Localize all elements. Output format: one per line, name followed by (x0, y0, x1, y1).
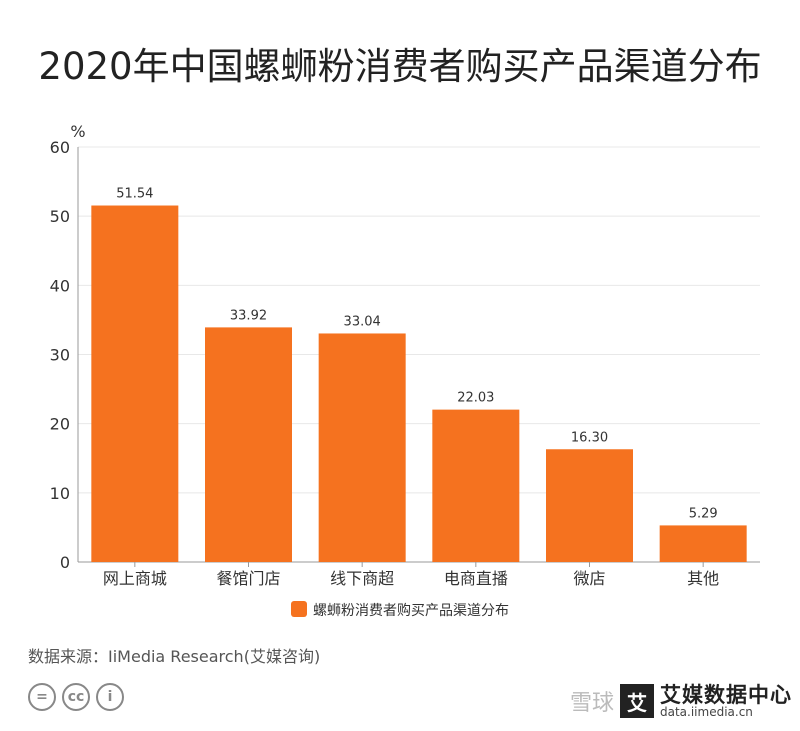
y-tick-label: 60 (50, 138, 70, 157)
y-tick-label: 0 (60, 553, 70, 572)
data-source: 数据来源：IiMedia Research(艾媒咨询) (28, 647, 321, 666)
y-tick-label: 10 (50, 484, 70, 503)
bar (432, 409, 520, 562)
data-label: 51.54 (116, 187, 153, 202)
data-label: 33.92 (230, 308, 267, 323)
bar (546, 449, 633, 562)
data-label: 33.04 (344, 314, 381, 329)
legend-swatch (291, 601, 307, 617)
x-tick-label: 电商直播 (444, 569, 508, 588)
bar (318, 333, 406, 562)
watermark: 雪球 艾 艾媒数据中心 data.iimedia.cn (570, 684, 792, 718)
x-tick-label: 餐馆门店 (216, 569, 280, 588)
data-label: 5.29 (689, 506, 718, 521)
y-tick-label: 50 (50, 207, 70, 226)
x-tick-label: 其他 (687, 569, 719, 588)
x-tick-label: 微店 (573, 569, 605, 588)
license-icons: = cc i (28, 683, 124, 711)
iimedia-logo-icon: 艾 (620, 684, 654, 718)
y-tick-label: 20 (50, 415, 70, 434)
bar (91, 205, 179, 562)
watermark-url: data.iimedia.cn (660, 704, 753, 719)
cc-icon: cc (62, 683, 90, 711)
chart-title: 2020年中国螺蛳粉消费者购买产品渠道分布 (38, 45, 762, 88)
bar (205, 327, 292, 562)
y-axis-label: % (70, 122, 85, 141)
bar (659, 525, 747, 562)
x-tick-label: 线下商超 (330, 569, 394, 588)
person-icon: i (96, 683, 124, 711)
legend-label: 螺蛳粉消费者购买产品渠道分布 (313, 603, 509, 619)
y-tick-label: 40 (50, 276, 70, 295)
bar-chart: 0 10 20 30 40 50 60% 51.54 网上商城 33.92 餐馆门店 33.04 线下商… (50, 122, 760, 619)
x-tick-label: 网上商城 (103, 569, 167, 588)
watermark-brand: 艾媒数据中心 data.iimedia.cn (660, 682, 792, 719)
y-tick-label: 30 (50, 346, 70, 365)
watermark-xueqiu: 雪球 (569, 691, 614, 716)
watermark-brand-name: 艾媒数据中心 (660, 682, 792, 707)
data-label: 22.03 (457, 391, 494, 406)
equal-icon: = (28, 683, 56, 711)
data-label: 16.30 (571, 430, 608, 445)
